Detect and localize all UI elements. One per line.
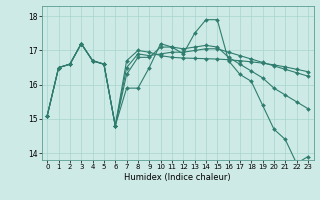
X-axis label: Humidex (Indice chaleur): Humidex (Indice chaleur) [124, 173, 231, 182]
